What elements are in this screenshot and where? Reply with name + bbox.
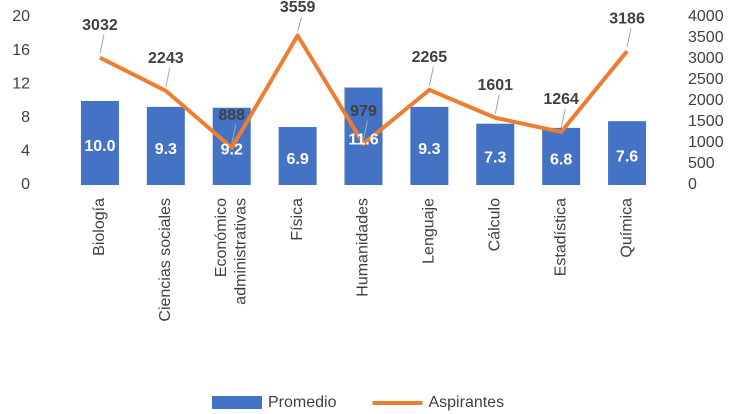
line-value-label: 2265 <box>412 49 448 66</box>
y2-tick-label: 2000 <box>688 92 724 109</box>
leader-line <box>363 120 368 140</box>
y2-tick-label: 3000 <box>688 50 724 67</box>
leader-line <box>560 108 566 129</box>
line <box>99 33 629 150</box>
y-tick-label: 4 <box>21 143 30 160</box>
bar <box>146 106 185 185</box>
bar-value-label: 6.8 <box>550 152 572 169</box>
y-tick-label: 20 <box>12 8 30 25</box>
x-tick-label: Física <box>289 198 306 241</box>
y2-tick-label: 3500 <box>688 29 724 46</box>
x-tick-label: Económico administrativas <box>213 198 249 305</box>
bar-value-label: 7.6 <box>616 148 638 165</box>
bar-value-label: 10.0 <box>84 138 115 155</box>
line-value-label: 3559 <box>280 0 316 16</box>
bar-value-label: 9.3 <box>155 141 177 158</box>
bar <box>542 127 581 185</box>
y2-tick-label: 0 <box>688 176 697 193</box>
x-tick-label: Química <box>618 198 635 258</box>
bar-value-label: 9.2 <box>221 142 243 159</box>
line-value-label: 888 <box>218 107 245 124</box>
line-value-label: 979 <box>350 103 377 120</box>
y2-tick-label: 1000 <box>688 134 724 151</box>
bar <box>278 127 317 185</box>
bar <box>476 123 515 185</box>
legend-label: Aspirantes <box>428 394 504 411</box>
x-tick-label-line: administrativas <box>233 198 250 305</box>
x-tick-label: Ciencias sociales <box>157 198 174 322</box>
y2-tick-label: 2500 <box>688 71 724 88</box>
y2-tick-label: 1500 <box>688 113 724 130</box>
legend-swatch <box>212 396 262 409</box>
line-value-label: 1601 <box>477 77 513 94</box>
line-value-label: 2243 <box>148 50 184 67</box>
y-tick-label: 0 <box>21 176 30 193</box>
y2-tick-label: 4000 <box>688 8 724 25</box>
bar <box>344 87 383 185</box>
bar-value-label: 11.6 <box>348 131 378 148</box>
x-tick-label: Lenguaje <box>421 198 438 264</box>
x-tick-label: Biología <box>91 198 108 256</box>
leader-line <box>428 66 434 86</box>
line-value-label: 1264 <box>543 91 579 108</box>
x-tick-label-line: Económico <box>213 198 230 277</box>
x-tick-label: Estadística <box>552 198 569 276</box>
bar-value-label: 6.9 <box>286 151 308 168</box>
x-tick-label: Humanidades <box>355 198 372 297</box>
leader-line <box>231 124 237 144</box>
leader-line <box>99 34 105 54</box>
leader-line <box>626 28 632 48</box>
legend-label: Promedio <box>268 394 337 411</box>
y-tick-label: 8 <box>21 109 30 126</box>
x-tick-label: Cálculo <box>486 198 503 251</box>
bar <box>410 106 449 185</box>
leader-line <box>297 16 303 32</box>
line-value-label: 3032 <box>82 17 118 34</box>
bar <box>608 121 647 185</box>
bar-value-label: 7.3 <box>484 150 506 167</box>
bar <box>80 101 119 185</box>
leader-line <box>165 67 171 87</box>
y-tick-label: 16 <box>12 42 30 59</box>
line-value-label: 3186 <box>609 10 645 27</box>
y-tick-label: 12 <box>12 75 30 92</box>
y2-tick-label: 500 <box>688 155 715 172</box>
bar-value-label: 9.3 <box>418 141 440 158</box>
leader-line <box>494 94 500 114</box>
